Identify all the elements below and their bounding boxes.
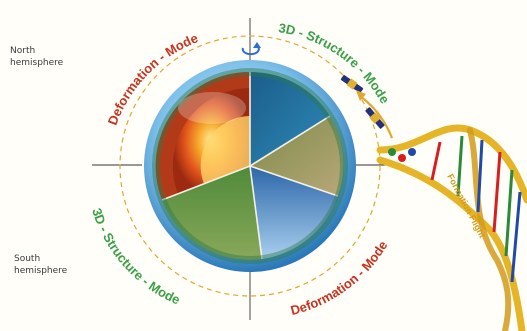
earth-globe (144, 60, 356, 272)
rotation-arrow-icon (241, 42, 261, 56)
orbit-ring (119, 35, 381, 297)
satellite-icon (340, 75, 364, 93)
north-label-line2: hemisphere (10, 58, 64, 68)
north-label-line1: North (10, 46, 36, 56)
land-sector (250, 116, 344, 196)
inner-core (200, 116, 250, 184)
sector-dividers (161, 72, 339, 260)
south-hemisphere-label: South hemisphere (14, 253, 67, 277)
glass-highlight (178, 92, 246, 124)
terrain-sector (162, 166, 262, 260)
satellite-icon (365, 107, 385, 129)
south-label-line1: South (14, 254, 41, 264)
globe-rim (152, 68, 348, 264)
ocean-sector (250, 71, 330, 166)
north-hemisphere-label: North hemisphere (10, 45, 63, 69)
dna-helix-icon (376, 124, 527, 331)
south-label-line2: hemisphere (14, 266, 68, 276)
orbit-arrow-icon (356, 90, 394, 139)
